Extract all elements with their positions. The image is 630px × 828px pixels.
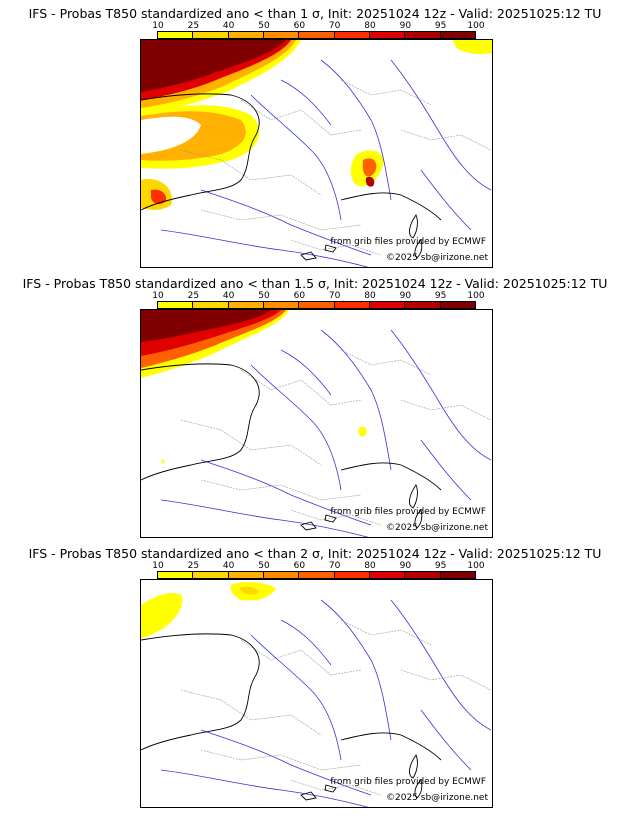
colorbar-swatch <box>227 571 264 579</box>
colorbar-tick-label: 90 <box>399 561 412 571</box>
forecast-panel-1sigma: IFS - Probas T850 standardized ano < tha… <box>0 6 630 276</box>
colorbar-tick-label: 50 <box>258 291 270 301</box>
colorbar-swatch <box>439 301 476 309</box>
river-lines <box>160 599 492 807</box>
colorbar-swatch <box>439 31 476 39</box>
colorbar-swatch <box>298 571 335 579</box>
probability-colorbar: 10 25 40 50 60 70 80 90 95 100 <box>152 561 485 581</box>
colorbar-swatch <box>157 571 194 579</box>
colorbar-tick-label: 95 <box>434 291 447 301</box>
colorbar-swatch <box>333 571 370 579</box>
colorbar-swatch <box>157 301 194 309</box>
forecast-panel-2sigma: IFS - Probas T850 standardized ano < tha… <box>0 546 630 816</box>
probability-colorbar: 10 25 40 50 60 70 80 90 95 100 <box>152 291 485 311</box>
colorbar-tick-label: 100 <box>467 21 485 31</box>
colorbar-swatch <box>369 301 406 309</box>
copyright-credit: ©2025 sb@irizone.net <box>386 253 488 263</box>
colorbar-tick-label: 80 <box>364 561 376 571</box>
probability-shading <box>141 310 367 464</box>
colorbar-swatch <box>439 571 476 579</box>
colorbar-tick-label: 10 <box>152 561 164 571</box>
colorbar-swatch <box>298 301 335 309</box>
colorbar-tick-label: 95 <box>434 21 447 31</box>
colorbar-swatch <box>369 31 406 39</box>
colorbar-tick-label: 80 <box>364 291 376 301</box>
source-credit: from grib files provided by ECMWF <box>330 237 486 247</box>
source-credit: from grib files provided by ECMWF <box>330 777 486 787</box>
colorbar-swatch <box>404 571 441 579</box>
colorbar-tick-label: 40 <box>222 291 235 301</box>
colorbar-swatch <box>192 31 229 39</box>
probability-map: from grib files provided by ECMWF ©2025 … <box>140 579 493 808</box>
panel-title: IFS - Probas T850 standardized ano < tha… <box>22 276 608 291</box>
colorbar-swatch <box>404 31 441 39</box>
colorbar-tick-label: 70 <box>328 561 341 571</box>
probability-colorbar: 10 25 40 50 60 70 80 90 95 100 <box>152 21 485 41</box>
admin-borders <box>180 79 492 256</box>
forecast-panel-1-5sigma: IFS - Probas T850 standardized ano < tha… <box>0 276 630 546</box>
colorbar-tick-label: 10 <box>152 291 164 301</box>
colorbar-swatch <box>333 301 370 309</box>
colorbar-tick-label: 60 <box>293 291 306 301</box>
colorbar-tick-label: 100 <box>467 291 485 301</box>
panel-title: IFS - Probas T850 standardized ano < tha… <box>28 546 602 561</box>
colorbar-tick-label: 70 <box>328 21 341 31</box>
probability-shading <box>141 582 276 638</box>
probability-map: from grib files provided by ECMWF ©2025 … <box>140 309 493 538</box>
admin-borders <box>180 619 492 796</box>
colorbar-swatch <box>157 31 194 39</box>
colorbar-swatch <box>369 571 406 579</box>
copyright-credit: ©2025 sb@irizone.net <box>386 793 488 803</box>
colorbar-tick-label: 25 <box>187 561 200 571</box>
panel-title: IFS - Probas T850 standardized ano < tha… <box>28 6 602 21</box>
colorbar-swatch <box>298 31 335 39</box>
colorbar-tick-label: 50 <box>258 21 270 31</box>
colorbar-tick-label: 25 <box>187 291 200 301</box>
colorbar-swatch <box>263 571 300 579</box>
colorbar-tick-label: 80 <box>364 21 376 31</box>
colorbar-swatch <box>227 301 264 309</box>
colorbar-tick-label: 40 <box>222 21 235 31</box>
colorbar-tick-label: 60 <box>293 561 306 571</box>
river-lines <box>160 59 492 267</box>
coastline <box>141 633 442 801</box>
colorbar-tick-label: 60 <box>293 21 306 31</box>
colorbar-tick-label: 70 <box>328 291 341 301</box>
colorbar-swatch <box>192 301 229 309</box>
colorbar-swatch <box>227 31 264 39</box>
probability-map: from grib files provided by ECMWF ©2025 … <box>140 39 493 268</box>
colorbar-tick-label: 40 <box>222 561 235 571</box>
admin-borders <box>180 349 492 526</box>
colorbar-tick-label: 90 <box>399 21 412 31</box>
copyright-credit: ©2025 sb@irizone.net <box>386 523 488 533</box>
colorbar-tick-label: 50 <box>258 561 270 571</box>
colorbar-swatch <box>404 301 441 309</box>
coastline <box>141 93 442 261</box>
colorbar-swatch <box>263 31 300 39</box>
probability-shading <box>141 40 492 210</box>
colorbar-swatch <box>263 301 300 309</box>
river-lines <box>160 329 492 537</box>
colorbar-tick-label: 90 <box>399 291 412 301</box>
coastline <box>141 363 442 531</box>
colorbar-swatch <box>192 571 229 579</box>
colorbar-swatch <box>333 31 370 39</box>
source-credit: from grib files provided by ECMWF <box>330 507 486 517</box>
colorbar-tick-label: 100 <box>467 561 485 571</box>
colorbar-tick-label: 95 <box>434 561 447 571</box>
colorbar-tick-label: 25 <box>187 21 200 31</box>
colorbar-tick-label: 10 <box>152 21 164 31</box>
